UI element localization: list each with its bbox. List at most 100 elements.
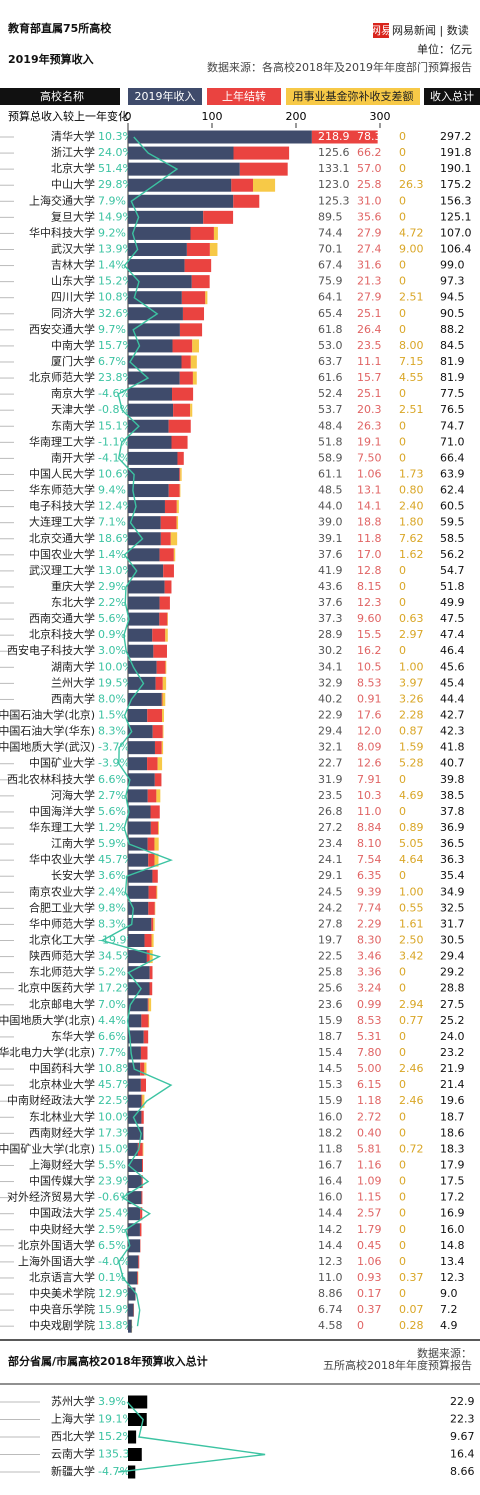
value-label: 0 [399, 451, 406, 464]
value-label: 52.4 [318, 387, 343, 400]
bar-segment [128, 1030, 144, 1044]
change-label: 17.2% [98, 982, 133, 995]
bar-segment [176, 500, 179, 514]
value-label: 8.53 [357, 676, 382, 689]
value-label: 0 [399, 146, 406, 159]
change-label: 2.9% [98, 580, 126, 593]
value-label: 0 [399, 307, 406, 320]
bar-segment [154, 773, 162, 787]
value-label: 2.46 [399, 1062, 424, 1075]
change-label: 2.2% [98, 596, 126, 609]
value-label: 31.0 [357, 194, 382, 207]
bar-segment [162, 725, 164, 739]
value-label: 89.5 [318, 210, 343, 223]
category-label: 中国政法大学 [29, 1206, 95, 1220]
value-label: 1.15 [357, 1191, 382, 1204]
value-label: 1.06 [357, 1255, 382, 1268]
bar-segment [143, 1030, 149, 1044]
bar-segment [128, 500, 165, 514]
legend-label: 上年结转 [222, 89, 266, 103]
value-label: 0 [399, 162, 406, 175]
change-label: 3.9% [98, 1395, 126, 1408]
total-label: 297.2 [440, 130, 472, 143]
legend-label: 2019年收入 [135, 89, 196, 103]
category-label: 清华大学 [51, 129, 95, 143]
bar-segment [128, 323, 180, 337]
value-label: 1.18 [357, 1094, 382, 1107]
total-label: 28.8 [440, 982, 465, 995]
value-label: 0 [399, 982, 406, 995]
change-label: 5.6% [98, 612, 126, 625]
value-label: 78.3 [357, 130, 382, 143]
value-label: 5.81 [357, 1142, 382, 1155]
bar [128, 1430, 137, 1444]
change-label: 15.2% [98, 275, 133, 288]
header-box [0, 88, 120, 105]
total-label: 94.5 [440, 291, 465, 304]
bar-segment [190, 403, 193, 417]
change-label: 9.8% [98, 901, 126, 914]
bar-segment [128, 1110, 142, 1124]
value-label: 2.72 [357, 1110, 382, 1123]
value-label: 51.8 [318, 435, 343, 448]
value-label: 3.36 [357, 966, 382, 979]
total-label: 17.2 [440, 1191, 465, 1204]
total-label: 19.6 [440, 1094, 465, 1107]
total-label: 81.9 [440, 371, 465, 384]
category-label: 华中科技大学 [29, 225, 95, 239]
bar-segment [165, 628, 168, 642]
bar-segment [128, 1255, 139, 1269]
change-label: 6.5% [98, 1239, 126, 1252]
bar-segment [233, 146, 290, 160]
change-label: 3.0% [98, 644, 126, 657]
value-label: 27.9 [357, 226, 382, 239]
bar-segment [150, 805, 160, 819]
bar-segment [128, 950, 147, 964]
value-label: 16.4 [318, 1175, 343, 1188]
value-label: 21.3 [357, 275, 382, 288]
value-label: 61.1 [318, 467, 343, 480]
total-label: 40.7 [440, 757, 465, 770]
bar-segment [140, 1078, 147, 1092]
bar-segment [179, 371, 193, 385]
bar-segment [128, 339, 173, 353]
total-label: 44.4 [440, 692, 465, 705]
value-label: 3.42 [399, 950, 424, 963]
bar-segment [128, 1014, 142, 1028]
value-label: 0 [399, 130, 406, 143]
value-label: 2.40 [399, 500, 424, 513]
bar-segment [128, 725, 153, 739]
bar-segment [128, 451, 178, 465]
category-label: 中央美术学院 [29, 1286, 95, 1300]
value-label: 29.4 [318, 725, 343, 738]
value-label: 0 [399, 1255, 406, 1268]
bar-segment [128, 789, 148, 803]
bar-segment [128, 548, 160, 562]
value-label: 4.55 [399, 371, 424, 384]
value-label: 26.3 [357, 419, 382, 432]
bar-segment [311, 130, 378, 144]
category-label: 中国矿业大学(北京) [0, 1141, 95, 1155]
total-label: 46.4 [440, 644, 465, 657]
change-label: 0.9% [98, 628, 126, 641]
value-label: 34.1 [318, 660, 343, 673]
value-label: 25.8 [318, 966, 343, 979]
category-label: 武汉理工大学 [29, 563, 95, 577]
category-label: 天津大学 [51, 402, 95, 416]
value-label: 19.1 [357, 435, 382, 448]
value-label: 7.74 [357, 901, 382, 914]
value-label: 0 [399, 387, 406, 400]
value-label: 1.06 [357, 467, 382, 480]
value-label: 0.77 [399, 1014, 424, 1027]
change-label: 15.2% [98, 1430, 133, 1443]
category-label: 河海大学 [51, 788, 95, 802]
total-label: 51.8 [440, 580, 465, 593]
change-label: 3.6% [98, 869, 126, 882]
value-label: 0 [399, 1126, 406, 1139]
value-label: 1.62 [399, 548, 424, 561]
value-label: 1.09 [357, 1175, 382, 1188]
bar-segment [153, 644, 167, 658]
total-header: 收入总计 [430, 89, 474, 103]
bar-segment [233, 194, 260, 208]
source: 五所高校2018年年度预算报告 [323, 1358, 472, 1372]
